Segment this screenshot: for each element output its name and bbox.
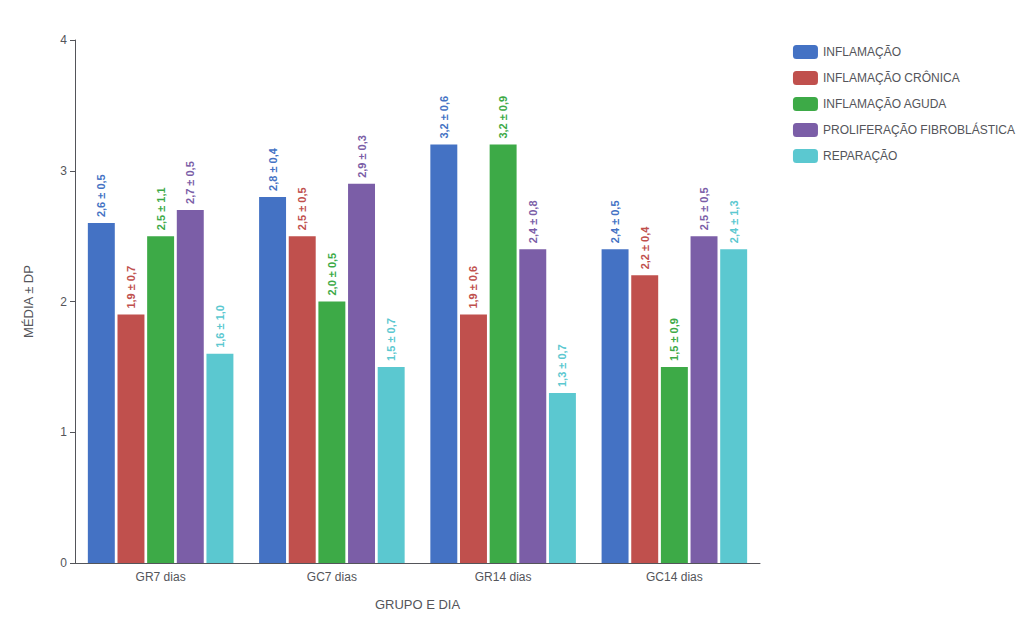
svg-text:GC14 dias: GC14 dias [646, 570, 703, 584]
svg-text:1: 1 [60, 425, 67, 439]
svg-text:1,3 ± 0,7: 1,3 ± 0,7 [556, 344, 568, 387]
svg-text:INFLAMAÇÃO: INFLAMAÇÃO [823, 45, 901, 59]
svg-text:3: 3 [60, 164, 67, 178]
svg-text:1,9 ± 0,6: 1,9 ± 0,6 [467, 266, 479, 309]
svg-text:3,2 ± 0,6: 3,2 ± 0,6 [438, 96, 450, 139]
svg-text:2,4 ± 0,5: 2,4 ± 0,5 [609, 200, 621, 243]
svg-text:REPARAÇÃO: REPARAÇÃO [823, 149, 897, 163]
svg-text:GR14 dias: GR14 dias [475, 570, 532, 584]
svg-text:PROLIFERAÇÃO FIBROBLÁSTICA: PROLIFERAÇÃO FIBROBLÁSTICA [823, 122, 1015, 137]
svg-text:1,5 ± 0,9: 1,5 ± 0,9 [668, 318, 680, 361]
svg-text:4: 4 [60, 33, 67, 47]
svg-text:INFLAMAÇÃO CRÔNICA: INFLAMAÇÃO CRÔNICA [823, 70, 960, 85]
svg-text:0: 0 [60, 556, 67, 570]
svg-text:GRUPO E DIA: GRUPO E DIA [375, 597, 461, 612]
svg-text:GR7 dias: GR7 dias [136, 570, 186, 584]
svg-text:1,9 ± 0,7: 1,9 ± 0,7 [125, 266, 137, 309]
svg-text:GC7 dias: GC7 dias [307, 570, 357, 584]
svg-text:2,5 ± 0,5: 2,5 ± 0,5 [296, 187, 308, 230]
svg-text:3,2 ± 0,9: 3,2 ± 0,9 [497, 96, 509, 139]
svg-text:2,0 ± 0,5: 2,0 ± 0,5 [326, 253, 338, 296]
svg-text:2: 2 [60, 295, 67, 309]
svg-text:MÉDIA ± DP: MÉDIA ± DP [21, 265, 36, 338]
svg-text:2,7 ± 0,5: 2,7 ± 0,5 [184, 161, 196, 204]
svg-text:1,6 ± 1,0: 1,6 ± 1,0 [214, 305, 226, 348]
svg-text:2,8 ± 0,4: 2,8 ± 0,4 [267, 147, 279, 191]
svg-text:2,5 ± 0,5: 2,5 ± 0,5 [698, 187, 710, 230]
svg-text:2,4 ± 0,8: 2,4 ± 0,8 [527, 200, 539, 243]
svg-text:2,4 ± 1,3: 2,4 ± 1,3 [728, 200, 740, 243]
svg-text:2,6 ± 0,5: 2,6 ± 0,5 [95, 174, 107, 217]
svg-text:1,5 ± 0,7: 1,5 ± 0,7 [385, 318, 397, 361]
svg-text:2,2 ± 0,4: 2,2 ± 0,4 [639, 226, 651, 270]
svg-text:2,5 ± 1,1: 2,5 ± 1,1 [155, 187, 167, 230]
svg-text:INFLAMAÇÃO AGUDA: INFLAMAÇÃO AGUDA [823, 97, 946, 111]
svg-text:2,9 ± 0,3: 2,9 ± 0,3 [356, 135, 368, 178]
